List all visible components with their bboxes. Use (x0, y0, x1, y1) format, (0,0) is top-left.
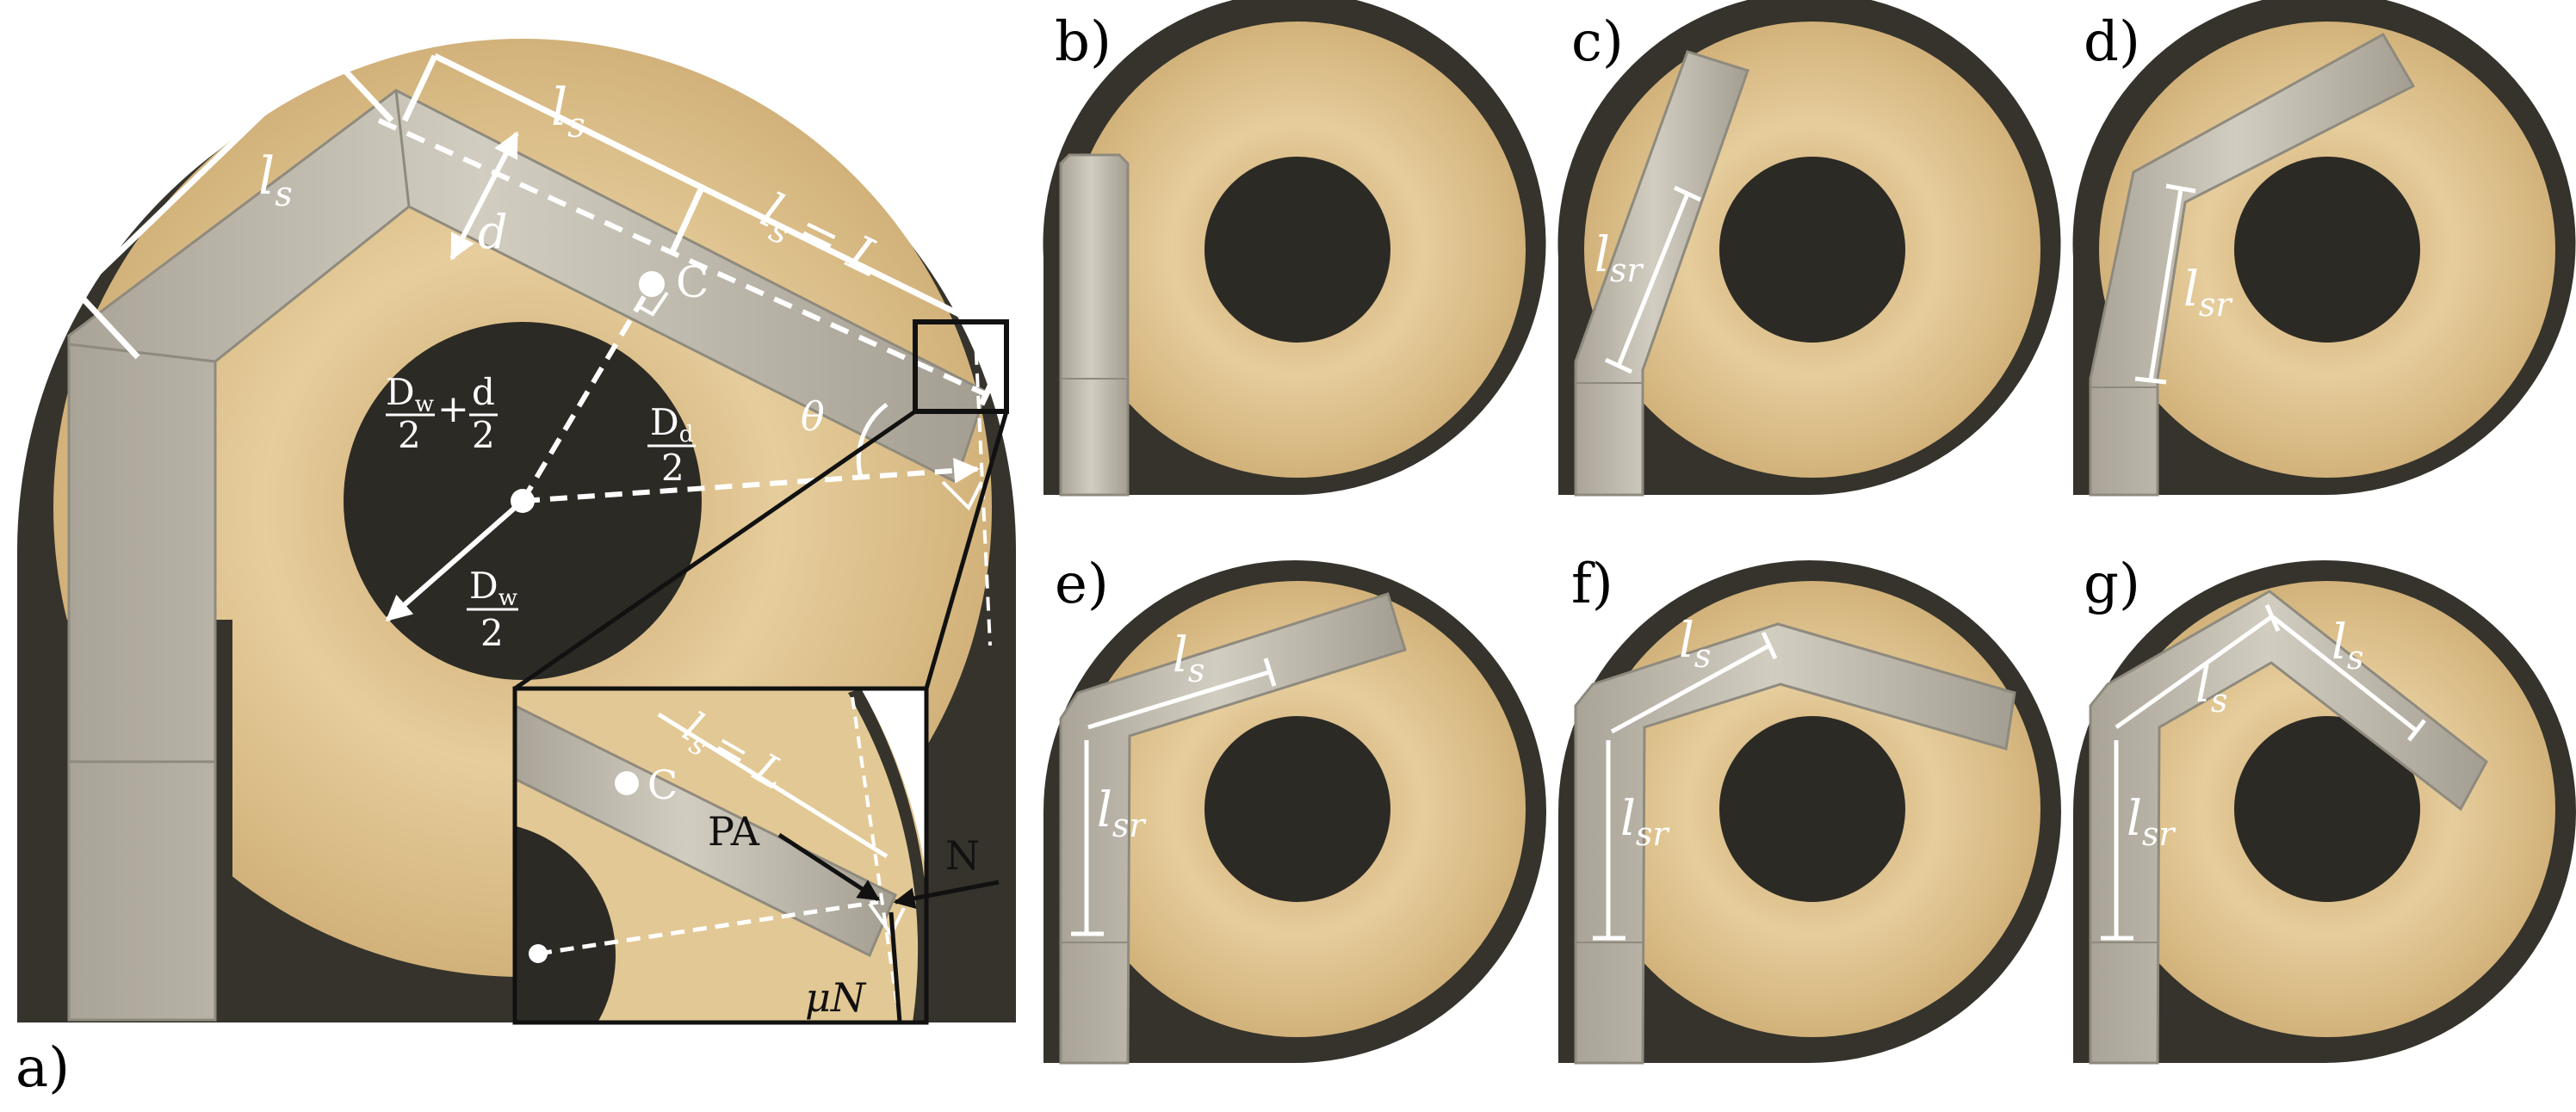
svg-text:2: 2 (472, 414, 495, 456)
label-d: d (478, 205, 508, 259)
label-lsr-d: lsr (2183, 262, 2233, 324)
label-lsr-f: lsr (1620, 791, 1670, 853)
panel-label-g: g) (2084, 553, 2140, 616)
label-c: C (676, 257, 709, 307)
panel-label-a: a) (15, 1036, 70, 1100)
label-dw-plus-d: Dw 2 + d 2 (386, 371, 498, 456)
label-theta: θ (801, 393, 825, 440)
label-lsr-e: lsr (1097, 782, 1147, 844)
panel-c: lsr (1557, 0, 2061, 497)
panel-f: ls lsr (1557, 560, 2061, 1065)
label-ls-f: ls (1679, 613, 1711, 675)
panel-g: ls ls lsr (2072, 560, 2576, 1065)
svg-text:Dd: Dd (650, 401, 693, 448)
svg-text:Dw: Dw (469, 565, 517, 611)
panel-label-c: c) (1571, 10, 1624, 74)
panel-b (1043, 0, 1546, 497)
panel-label-f: f) (1571, 553, 1613, 616)
label-ls-a2: ls (551, 77, 585, 145)
label-mun: μN (805, 974, 867, 1021)
panel-e: ls lsr (1043, 560, 1546, 1065)
svg-text:+: + (437, 387, 469, 431)
label-n: N (945, 832, 980, 879)
panel-label-d: d) (2084, 10, 2140, 74)
svg-text:2: 2 (661, 447, 684, 489)
label-dd: Dd 2 (647, 401, 696, 489)
svg-text:d: d (472, 371, 495, 413)
inset-label-c: C (647, 762, 678, 808)
label-lsr-g: lsr (2127, 791, 2177, 853)
label-lsr-c: lsr (1595, 227, 1644, 289)
label-ls-g1: ls (2195, 658, 2227, 720)
label-pa: PA (708, 808, 760, 855)
label-ls-e: ls (1173, 627, 1204, 689)
svg-text:2: 2 (398, 414, 421, 456)
label-dw: Dw 2 (467, 565, 518, 654)
inset: ls= L C PA N μN (512, 686, 1000, 1025)
zoom-box (913, 319, 1009, 414)
panel-label-b: b) (1055, 10, 1112, 74)
panel-d: lsr (2072, 0, 2576, 497)
panel-a: ls ls ls= L d C θ Dw 2 + d 2 Dd 2 Dw 2 (15, 39, 1016, 1100)
svg-text:2: 2 (480, 612, 504, 654)
svg-text:Dw: Dw (386, 371, 434, 417)
label-ls-g2: ls (2331, 615, 2363, 676)
label-ls-a1: ls (258, 146, 293, 214)
panel-label-e: e) (1055, 553, 1109, 616)
